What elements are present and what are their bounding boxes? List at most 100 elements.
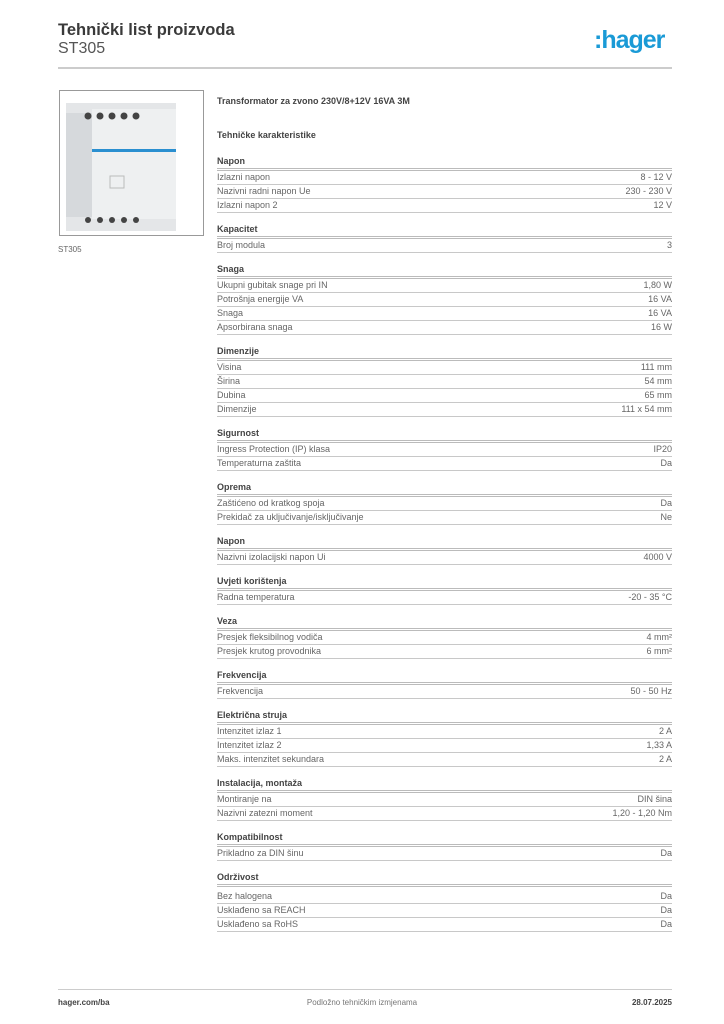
spec-section: Uvjeti korištenja Radna temperatura -20 - … [217, 575, 672, 605]
spec-label: Nazivni izolacijski napon Ui [217, 552, 326, 562]
spec-label: Ingress Protection (IP) klasa [217, 444, 331, 454]
spec-row: Prikladno za DIN šinu Da [217, 847, 672, 861]
spec-value: 3 [666, 240, 672, 250]
spec-section: Sigurnost Ingress Protection (IP) klasa IP… [217, 427, 672, 471]
spec-value: 16 W [650, 322, 672, 332]
section-heading: Kapacitet [217, 223, 672, 239]
spec-row: Izlazni napon 8 - 12 V [217, 171, 672, 185]
spec-row: Visina 111 mm [217, 361, 672, 375]
spec-row: Potrošnja energije VA 16 VA [217, 293, 672, 307]
section-heading: Instalacija, montaža [217, 777, 672, 793]
spec-value: 50 - 50 Hz [630, 686, 672, 696]
spec-value: 16 VA [648, 294, 672, 304]
spec-section: Kompatibilnost Prikladno za DIN šinu Da [217, 831, 672, 861]
section-heading: Sigurnost [217, 427, 672, 443]
section-title: Tehničke karakteristike [217, 130, 316, 140]
spec-section: Napon Izlazni napon 8 - 12 V Nazivni radni … [217, 155, 672, 213]
spec-label: Presjek krutog provodnika [217, 646, 322, 656]
spec-row: Radna temperatura -20 - 35 °C [217, 591, 672, 605]
spec-label: Frekvencija [217, 686, 264, 696]
spec-value: 54 mm [644, 376, 672, 386]
spec-row: Apsorbirana snaga 16 W [217, 321, 672, 335]
spec-row: Ingress Protection (IP) klasa IP20 [217, 443, 672, 457]
spec-value: 2 A [658, 726, 672, 736]
spec-row: Presjek krutog provodnika 6 mm² [217, 645, 672, 659]
section-heading: Napon [217, 155, 672, 171]
spec-label: Maks. intenzitet sekundara [217, 754, 325, 764]
spec-label: Širina [217, 376, 241, 386]
section-heading: Veza [217, 615, 672, 631]
spec-value: Da [660, 498, 672, 508]
section-heading: Snaga [217, 263, 672, 279]
spec-row: Intenzitet izlaz 2 1,33 A [217, 739, 672, 753]
spec-section: Napon Nazivni izolacijski napon Ui 4000 V [217, 535, 672, 565]
spec-row: Dimenzije 111 x 54 mm [217, 403, 672, 417]
spec-label: Usklađeno sa RoHS [217, 919, 299, 929]
spec-row: Izlazni napon 2 12 V [217, 199, 672, 213]
spec-row: Frekvencija 50 - 50 Hz [217, 685, 672, 699]
section-heading: Napon [217, 535, 672, 551]
spec-row: Broj modula 3 [217, 239, 672, 253]
spec-label: Apsorbirana snaga [217, 322, 293, 332]
spec-row: Maks. intenzitet sekundara 2 A [217, 753, 672, 767]
spec-label: Ukupni gubitak snage pri IN [217, 280, 328, 290]
footer-website[interactable]: hager.com/ba [58, 998, 110, 1007]
spec-label: Montiranje na [217, 794, 272, 804]
spec-row: Prekidač za uključivanje/isključivanje Ne [217, 511, 672, 525]
footer-divider [58, 989, 672, 990]
spec-row: Nazivni radni napon Ue 230 - 230 V [217, 185, 672, 199]
spec-label: Dubina [217, 390, 246, 400]
footer-date: 28.07.2025 [631, 998, 672, 1007]
spec-label: Nazivni radni napon Ue [217, 186, 311, 196]
spec-label: Prekidač za uključivanje/isključivanje [217, 512, 364, 522]
spec-row: Presjek fleksibilnog vodiča 4 mm² [217, 631, 672, 645]
spec-section: Održivost Bez halogena Da Usklađeno sa REAC… [217, 871, 672, 932]
section-heading: Održivost [217, 871, 672, 887]
spec-value: Ne [660, 512, 672, 522]
spec-section: Snaga Ukupni gubitak snage pri IN 1,80 W Po… [217, 263, 672, 335]
spec-row: Snaga 16 VA [217, 307, 672, 321]
spec-row: Bez halogena Da [217, 890, 672, 904]
spec-value: 1,33 A [646, 740, 672, 750]
spec-value: Da [660, 458, 672, 468]
spec-value: Da [660, 905, 672, 915]
spec-value: 4000 V [643, 552, 672, 562]
spec-value: 111 x 54 mm [621, 404, 672, 414]
spec-row: Širina 54 mm [217, 375, 672, 389]
spec-value: 230 - 230 V [625, 186, 672, 196]
spec-section: Dimenzije Visina 111 mm Širina 54 mm Dubina 65… [217, 345, 672, 417]
hager-logo: :hager [594, 26, 665, 54]
product-image [59, 90, 204, 236]
spec-value: Da [660, 848, 672, 858]
spec-row: Temperaturna zaštita Da [217, 457, 672, 471]
spec-label: Nazivni zatezni moment [217, 808, 313, 818]
spec-row: Nazivni zatezni moment 1,20 - 1,20 Nm [217, 807, 672, 821]
spec-value: Da [660, 919, 672, 929]
spec-section: Frekvencija Frekvencija 50 - 50 Hz [217, 669, 672, 699]
spec-table: Napon Izlazni napon 8 - 12 V Nazivni radni … [217, 155, 672, 942]
spec-label: Prikladno za DIN šinu [217, 848, 304, 858]
spec-value: 12 V [653, 200, 672, 210]
spec-value: 16 VA [648, 308, 672, 318]
header-divider [58, 67, 672, 69]
section-heading: Oprema [217, 481, 672, 497]
spec-label: Broj modula [217, 240, 266, 250]
spec-value: IP20 [653, 444, 672, 454]
spec-label: Intenzitet izlaz 1 [217, 726, 282, 736]
section-heading: Električna struja [217, 709, 672, 725]
product-name: Transformator za zvono 230V/8+12V 16VA 3… [217, 96, 410, 106]
spec-section: Oprema Zaštićeno od kratkog spoja Da Prekid… [217, 481, 672, 525]
spec-value: 4 mm² [646, 632, 673, 642]
spec-value: 2 A [658, 754, 672, 764]
spec-label: Usklađeno sa REACH [217, 905, 306, 915]
spec-value: 111 mm [640, 362, 672, 372]
spec-label: Intenzitet izlaz 2 [217, 740, 282, 750]
spec-label: Potrošnja energije VA [217, 294, 304, 304]
spec-row: Usklađeno sa REACH Da [217, 904, 672, 918]
spec-row: Ukupni gubitak snage pri IN 1,80 W [217, 279, 672, 293]
spec-label: Visina [217, 362, 242, 372]
section-heading: Frekvencija [217, 669, 672, 685]
spec-row: Zaštićeno od kratkog spoja Da [217, 497, 672, 511]
spec-row: Usklađeno sa RoHS Da [217, 918, 672, 932]
